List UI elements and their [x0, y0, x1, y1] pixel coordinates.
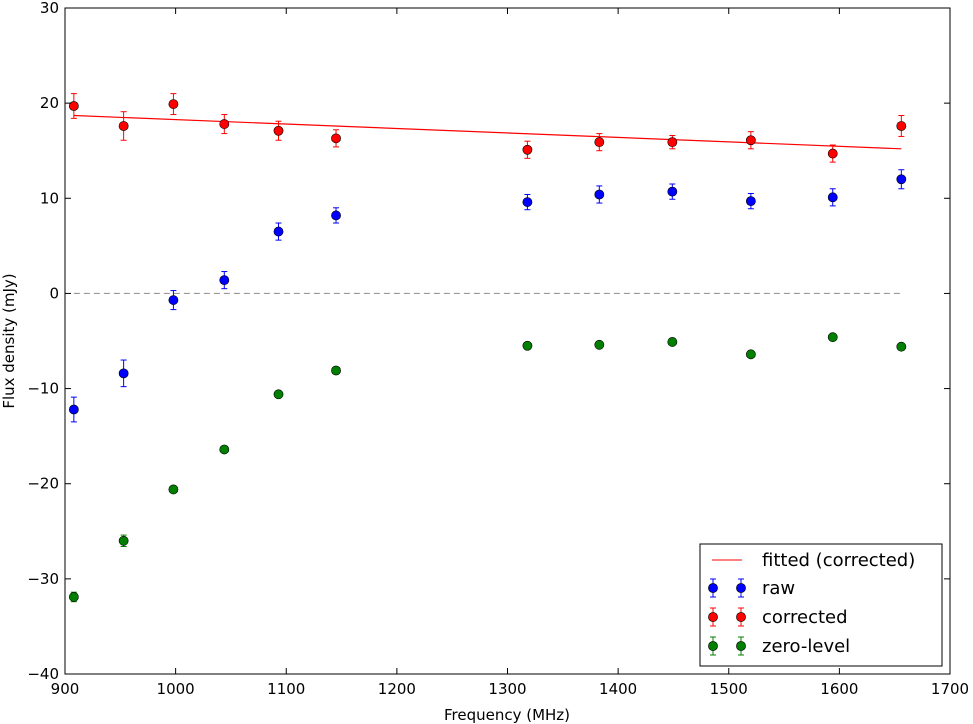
legend-raw-swatch	[708, 578, 746, 598]
x-tick-label: 1500	[710, 680, 748, 698]
y-tick-label: −30	[27, 570, 59, 588]
zero-level-point	[331, 365, 341, 376]
zero-level-point	[896, 341, 907, 352]
zero-level-point	[594, 339, 605, 350]
raw-point	[118, 368, 129, 379]
x-tick-label: 1700	[931, 680, 969, 698]
fit-line	[73, 114, 902, 150]
zero-level-point	[68, 592, 79, 602]
corrected-point	[745, 135, 756, 146]
corrected-point	[667, 137, 678, 148]
raw-point	[331, 210, 341, 221]
corrected-point	[273, 125, 284, 136]
axis-ticks: 900 1000 1100 1200 1300 1400 1500 1600 1700 −40 −3…	[27, 0, 969, 698]
zero-level-point	[827, 332, 838, 343]
y-tick-label: −20	[27, 475, 59, 493]
legend: fitted (corrected) raw corrected zero-le…	[699, 543, 943, 667]
y-tick-label: −10	[27, 380, 59, 398]
series-zero-level	[68, 332, 907, 603]
corrected-point	[522, 144, 533, 155]
zero-level-point	[168, 484, 179, 495]
corrected-point	[594, 137, 605, 148]
series-raw	[68, 169, 907, 423]
y-tick-label: 0	[49, 284, 59, 302]
corrected-point	[896, 121, 907, 131]
corrected-point	[219, 119, 230, 129]
y-tick-label: −40	[27, 665, 59, 683]
zero-level-point	[273, 389, 284, 400]
x-tick-label: 1100	[267, 680, 305, 698]
x-axis-label: Frequency (MHz)	[444, 706, 570, 724]
legend-corrected-label: corrected	[762, 607, 848, 628]
x-tick-label: 1600	[820, 680, 858, 698]
raw-swatch-marker-1	[736, 583, 746, 593]
x-tick-label: 1300	[488, 680, 526, 698]
raw-point	[168, 295, 179, 305]
corrected-point	[827, 148, 838, 159]
raw-point	[68, 404, 79, 415]
raw-point	[219, 275, 230, 286]
legend-zero-level-label: zero-level	[762, 636, 850, 657]
zero-level-point	[219, 444, 230, 455]
x-tick-label: 900	[51, 680, 80, 698]
y-tick-label: 30	[40, 0, 59, 17]
y-axis-label: Flux density (mJy)	[0, 273, 18, 408]
raw-point	[273, 226, 284, 237]
legend-corrected-swatch	[708, 607, 746, 627]
legend-fit-label: fitted (corrected)	[762, 550, 915, 571]
raw-point	[827, 192, 838, 203]
x-tick-label: 1200	[378, 680, 416, 698]
zero-level-swatch-marker-1	[736, 641, 746, 651]
y-tick-label: 20	[40, 94, 59, 112]
plot-area	[68, 93, 907, 603]
x-tick-label: 1000	[157, 680, 195, 698]
corrected-swatch-marker-1	[736, 612, 746, 622]
raw-point	[594, 189, 605, 200]
zero-level-swatch-marker-0	[708, 641, 718, 651]
raw-swatch-marker-0	[708, 583, 718, 593]
corrected-point	[331, 133, 341, 144]
series-corrected	[68, 93, 907, 163]
zero-level-point	[667, 337, 678, 347]
raw-point	[522, 197, 533, 207]
legend-zero-level-swatch	[708, 636, 746, 656]
zero-level-point	[745, 349, 756, 360]
raw-point	[896, 174, 907, 185]
corrected-point	[168, 99, 179, 109]
zero-level-point	[118, 535, 129, 546]
raw-point	[667, 186, 678, 197]
zero-level-point	[522, 340, 533, 351]
corrected-swatch-marker-0	[708, 612, 718, 622]
raw-point	[745, 196, 756, 207]
x-tick-label: 1400	[599, 680, 637, 698]
legend-raw-label: raw	[762, 578, 795, 599]
corrected-point	[68, 101, 79, 111]
corrected-point	[118, 121, 129, 131]
y-tick-label: 10	[40, 189, 59, 207]
